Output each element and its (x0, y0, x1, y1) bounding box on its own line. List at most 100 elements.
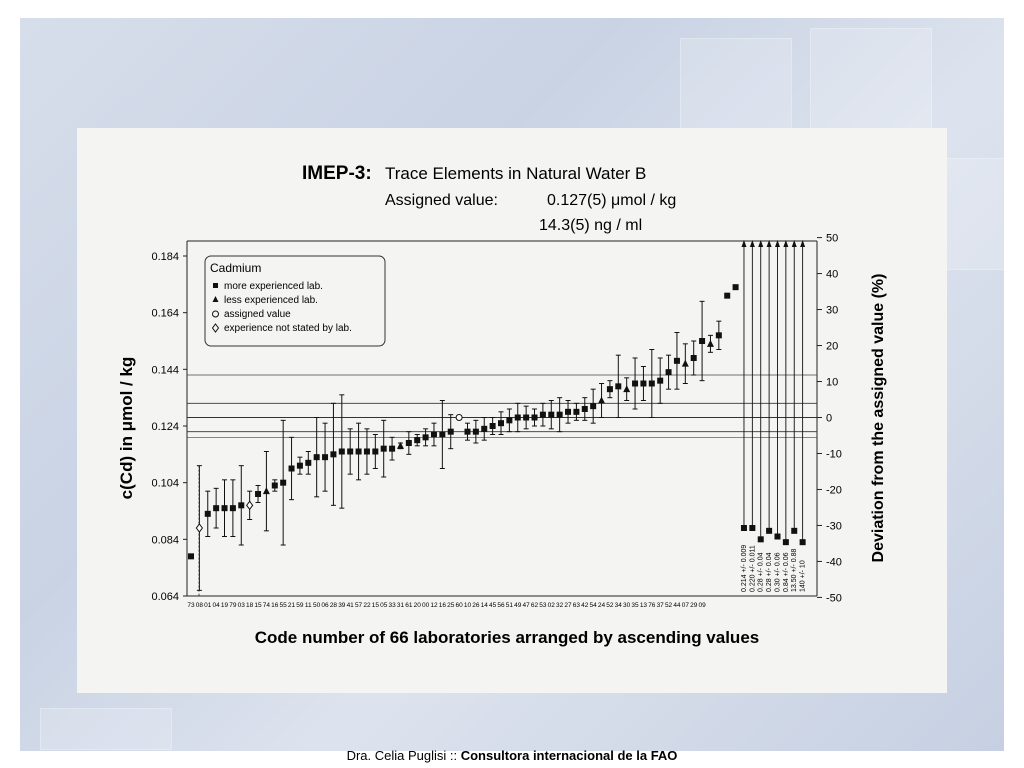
x-code-label: 15 (254, 602, 262, 609)
y2-tick-label: 50 (826, 233, 838, 245)
data-point-square (338, 448, 345, 455)
x-code-label: 19 (221, 602, 229, 609)
data-point-square (556, 411, 563, 418)
x-code-label: 60 (455, 602, 463, 609)
y2-tick-label: 20 (826, 341, 838, 353)
y-tick-label: 0.104 (151, 478, 179, 490)
data-point-square (732, 284, 739, 291)
plot-frame (186, 240, 818, 597)
x-code-label: 59 (296, 602, 304, 609)
x-code-label: 63 (573, 602, 581, 609)
x-code-label: 08 (196, 602, 204, 609)
y-axis-label: c(Cd) in μmol / kg (117, 357, 136, 500)
x-code-label: 55 (280, 602, 288, 609)
data-point-square (565, 408, 572, 415)
data-point-square (690, 355, 697, 361)
data-point-square (389, 445, 396, 452)
offscale-arrow-head (791, 240, 797, 247)
data-point-square (581, 406, 588, 412)
x-code-label: 06 (321, 602, 329, 609)
x-code-label: 42 (581, 602, 589, 609)
data-point-triangle (681, 359, 689, 367)
data-point-square (640, 380, 647, 387)
data-points (188, 284, 739, 591)
offscale-arrow-head (741, 240, 747, 247)
offscale-point (774, 533, 781, 540)
assigned-label: Assigned value: (385, 192, 498, 209)
data-point-square (632, 380, 639, 387)
data-point-triangle (706, 339, 714, 347)
data-point-square (481, 425, 488, 432)
data-point-square (288, 465, 295, 472)
x-code-label: 16 (439, 602, 447, 609)
offscale-label: 0.28 +/- 0.04 (766, 552, 773, 592)
data-point-square (322, 454, 329, 461)
x-code-label: 28 (330, 602, 338, 609)
x-code-label: 13 (640, 602, 648, 609)
offscale-label: 13.50 +/- 0.88 (791, 548, 798, 592)
reference-lines (187, 374, 817, 596)
x-axis-label: Code number of 66 laboratories arranged … (255, 628, 759, 647)
data-point-square (405, 440, 412, 446)
data-point-square (657, 377, 664, 384)
legend-entry-not-stated: experience not stated by lab. (224, 323, 352, 334)
offscale-arrow-head (783, 240, 789, 247)
x-code-label: 37 (657, 602, 665, 609)
data-point-circle (455, 414, 463, 421)
offscale-point (749, 525, 756, 531)
data-point-triangle (623, 385, 631, 393)
x-code-label: 05 (380, 602, 388, 609)
x-code-label: 18 (246, 602, 254, 609)
data-point-square (615, 383, 622, 390)
x-code-label: 26 (472, 602, 480, 609)
y2-axis-ticks: 50 40 30 20 10 0 -10 -20 -30 -40 -50 (817, 233, 842, 604)
legend-entry-more: more experienced lab. (224, 281, 323, 292)
y-tick-label: 0.124 (151, 421, 179, 433)
x-code-label: 25 (447, 602, 455, 609)
y2-tick-label: 40 (826, 269, 838, 281)
x-code-label: 07 (682, 602, 690, 609)
data-point-square (523, 414, 530, 421)
data-point-square (280, 479, 287, 486)
data-point-square (665, 369, 672, 376)
x-code-label: 09 (698, 602, 706, 609)
y2-tick-label: -30 (826, 520, 842, 532)
x-code-label: 44 (673, 602, 681, 609)
offscale-label: 0.30 +/- 0.06 (774, 552, 781, 592)
x-code-label: 24 (598, 602, 606, 609)
x-code-label: 15 (372, 602, 380, 609)
legend-marker-circle (212, 310, 219, 318)
x-code-label: 52 (665, 602, 673, 609)
slide-footer: Dra. Celia Puglisi :: Consultora interna… (0, 748, 1024, 768)
x-code-label: 35 (631, 602, 639, 609)
chart-canvas: IMEP-3: Trace Elements in Natural Water … (117, 163, 887, 647)
y-tick-label: 0.084 (151, 534, 179, 546)
y-tick-label: 0.064 (151, 591, 179, 603)
x-code-label: 01 (204, 602, 212, 609)
data-point-square (464, 428, 471, 435)
data-point-square (414, 437, 421, 444)
y2-axis-label: Deviation from the assigned value (%) (870, 274, 887, 563)
x-axis-codes: 73 08 01 04 19 79 03 18 15 74 16 55 21 59 11 50 06 28 39 41… (187, 602, 706, 609)
x-code-label: 27 (564, 602, 572, 609)
x-code-label: 56 (497, 602, 505, 609)
data-point-square (430, 431, 437, 438)
x-code-label: 29 (690, 602, 698, 609)
x-code-label: 79 (229, 602, 237, 609)
x-code-label: 57 (355, 602, 363, 609)
x-code-label: 76 (648, 602, 656, 609)
x-code-label: 16 (271, 602, 279, 609)
legend-marker-square (213, 283, 218, 288)
x-code-label: 41 (347, 602, 355, 609)
data-point-square (699, 338, 706, 344)
x-code-label: 47 (523, 602, 531, 609)
chart-title: Trace Elements in Natural Water B (385, 164, 646, 183)
x-code-label: 20 (414, 602, 422, 609)
y2-tick-label: -40 (826, 556, 842, 568)
x-code-label: 62 (531, 602, 539, 609)
x-code-label: 53 (539, 602, 547, 609)
assigned-value-2: 14.3(5) ng / ml (539, 217, 642, 234)
data-point-square (380, 445, 387, 452)
data-point-square (539, 411, 546, 418)
offscale-label: 140 +/- 10 (800, 560, 807, 592)
